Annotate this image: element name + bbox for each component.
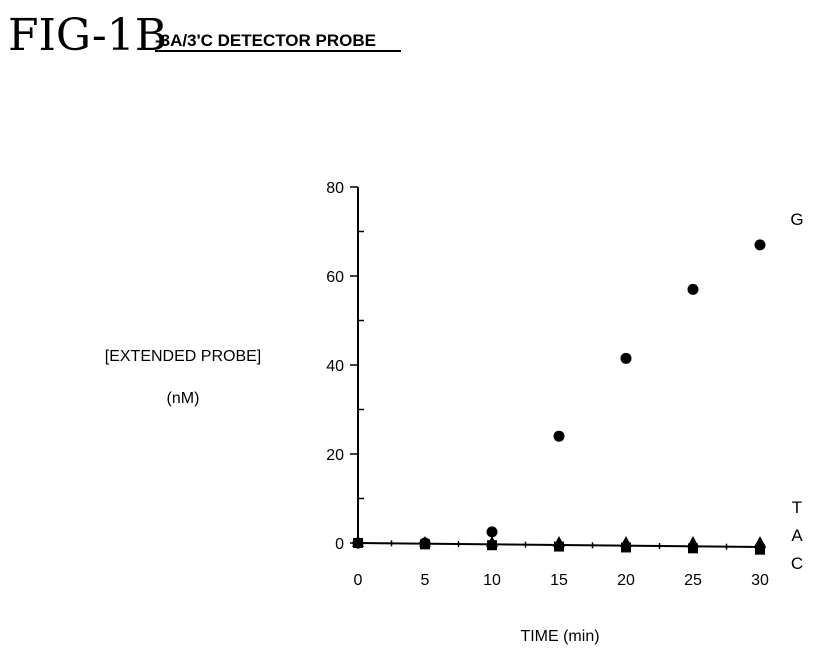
data-points xyxy=(352,239,766,554)
series-label-t: T xyxy=(792,498,802,517)
point-g xyxy=(420,538,431,549)
y-tick-label: 80 xyxy=(326,180,344,197)
point-g xyxy=(688,284,699,295)
point-g xyxy=(353,538,364,549)
series-label-c: C xyxy=(791,554,803,573)
point-t xyxy=(620,536,632,547)
x-tick-label: 15 xyxy=(550,572,568,589)
figure-subtitle: -3A/3'C DETECTOR PROBE xyxy=(155,31,376,50)
y-tick-label: 40 xyxy=(326,358,344,375)
point-g xyxy=(554,431,565,442)
x-tick-label: 30 xyxy=(751,572,769,589)
x-axis-label: TIME (min) xyxy=(520,628,599,645)
axes xyxy=(357,187,762,547)
point-t xyxy=(553,536,565,547)
x-tick-label: 5 xyxy=(421,572,430,589)
x-tick-label: 10 xyxy=(483,572,501,589)
y-axis-label: [EXTENDED PROBE] xyxy=(105,348,261,365)
x-tick-label: 20 xyxy=(617,572,635,589)
y-tick-label: 60 xyxy=(326,269,344,286)
y-tick-label: 20 xyxy=(326,447,344,464)
point-g xyxy=(621,353,632,364)
figure-label: FIG-1B xyxy=(8,10,167,61)
y-axis-unit: (nM) xyxy=(167,390,200,407)
point-g xyxy=(755,239,766,250)
point-t xyxy=(754,536,766,547)
point-g xyxy=(487,526,498,537)
series-label-a: A xyxy=(791,526,803,545)
series-labels: G TAC xyxy=(790,210,803,573)
series-label-g: G xyxy=(790,210,803,229)
x-tick-label: 0 xyxy=(354,572,363,589)
x-tick-label: 25 xyxy=(684,572,702,589)
point-t xyxy=(687,536,699,547)
y-tick-label: 0 xyxy=(335,536,344,553)
